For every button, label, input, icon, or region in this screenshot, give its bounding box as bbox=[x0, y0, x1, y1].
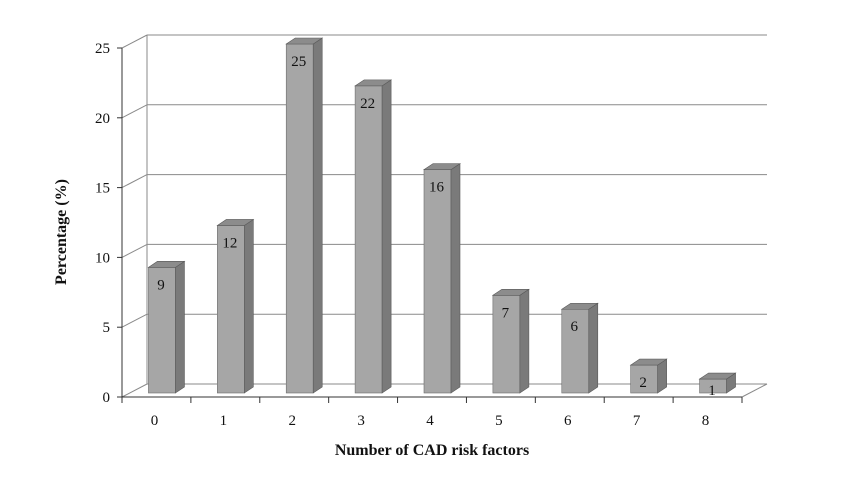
x-tick-labels: 0 1 2 3 4 5 6 7 8 bbox=[151, 413, 710, 429]
y-tick-labels: 0 5 10 15 20 25 bbox=[95, 41, 110, 406]
bar bbox=[354, 85, 383, 394]
bar-top bbox=[147, 261, 186, 268]
bar bbox=[217, 225, 245, 394]
data-label: 2 bbox=[639, 375, 647, 391]
x-tick-label: 8 bbox=[702, 413, 710, 429]
y-axis-title: Percentage (%) bbox=[53, 179, 70, 285]
bars bbox=[147, 37, 737, 394]
bar-side bbox=[450, 163, 461, 394]
bar-top bbox=[491, 288, 530, 296]
gridline-side bbox=[121, 313, 148, 328]
y-tick-label: 10 bbox=[95, 250, 110, 266]
bar-top bbox=[354, 79, 393, 87]
bar-top bbox=[285, 37, 324, 45]
bar-side bbox=[244, 218, 254, 394]
x-tick-label: 0 bbox=[151, 413, 159, 429]
data-label: 1 bbox=[708, 383, 716, 399]
data-label: 7 bbox=[502, 305, 510, 321]
data-label: 25 bbox=[291, 54, 306, 70]
data-labels: 9 12 25 22 16 7 6 2 1 bbox=[157, 54, 716, 399]
bar bbox=[630, 364, 658, 394]
bar-top bbox=[560, 302, 599, 310]
bar-top bbox=[629, 358, 668, 366]
bar-top bbox=[698, 372, 737, 380]
floor-edge bbox=[741, 383, 768, 398]
bar-side bbox=[519, 288, 530, 394]
x-tick-label: 6 bbox=[564, 413, 572, 429]
y-tick-label: 5 bbox=[103, 320, 111, 336]
x-tick-label: 2 bbox=[288, 413, 296, 429]
bar bbox=[492, 294, 521, 394]
y-tick-label: 25 bbox=[95, 41, 110, 57]
data-label: 12 bbox=[222, 235, 237, 251]
bar bbox=[423, 169, 452, 394]
data-label: 22 bbox=[360, 96, 375, 112]
data-label: 16 bbox=[429, 180, 445, 196]
x-axis-title: Number of CAD risk factors bbox=[335, 442, 529, 459]
gridline-side bbox=[121, 104, 148, 119]
bar-side bbox=[175, 260, 185, 394]
bar-side bbox=[588, 302, 599, 394]
bar bbox=[561, 308, 590, 394]
x-tick-label: 3 bbox=[357, 413, 365, 429]
x-tick-label: 5 bbox=[495, 413, 503, 429]
gridline-side bbox=[121, 383, 148, 398]
bar-side bbox=[381, 79, 392, 394]
x-tick-label: 7 bbox=[633, 413, 641, 429]
bar bbox=[148, 267, 176, 394]
gridline-side bbox=[121, 34, 148, 49]
data-label: 9 bbox=[157, 277, 165, 293]
gridline-side bbox=[121, 174, 148, 189]
x-tick-label: 4 bbox=[426, 413, 434, 429]
x-tick-label: 1 bbox=[220, 413, 228, 429]
bar-top bbox=[216, 219, 255, 226]
axes bbox=[117, 47, 743, 403]
y-tick-label: 20 bbox=[95, 111, 110, 127]
gridline-side bbox=[121, 243, 148, 258]
y-tick-label: 15 bbox=[95, 181, 110, 197]
data-label: 6 bbox=[571, 319, 579, 335]
bar-top bbox=[423, 163, 461, 170]
bar-side bbox=[312, 37, 323, 394]
bar bbox=[285, 43, 314, 394]
y-tick-label: 0 bbox=[103, 390, 111, 406]
